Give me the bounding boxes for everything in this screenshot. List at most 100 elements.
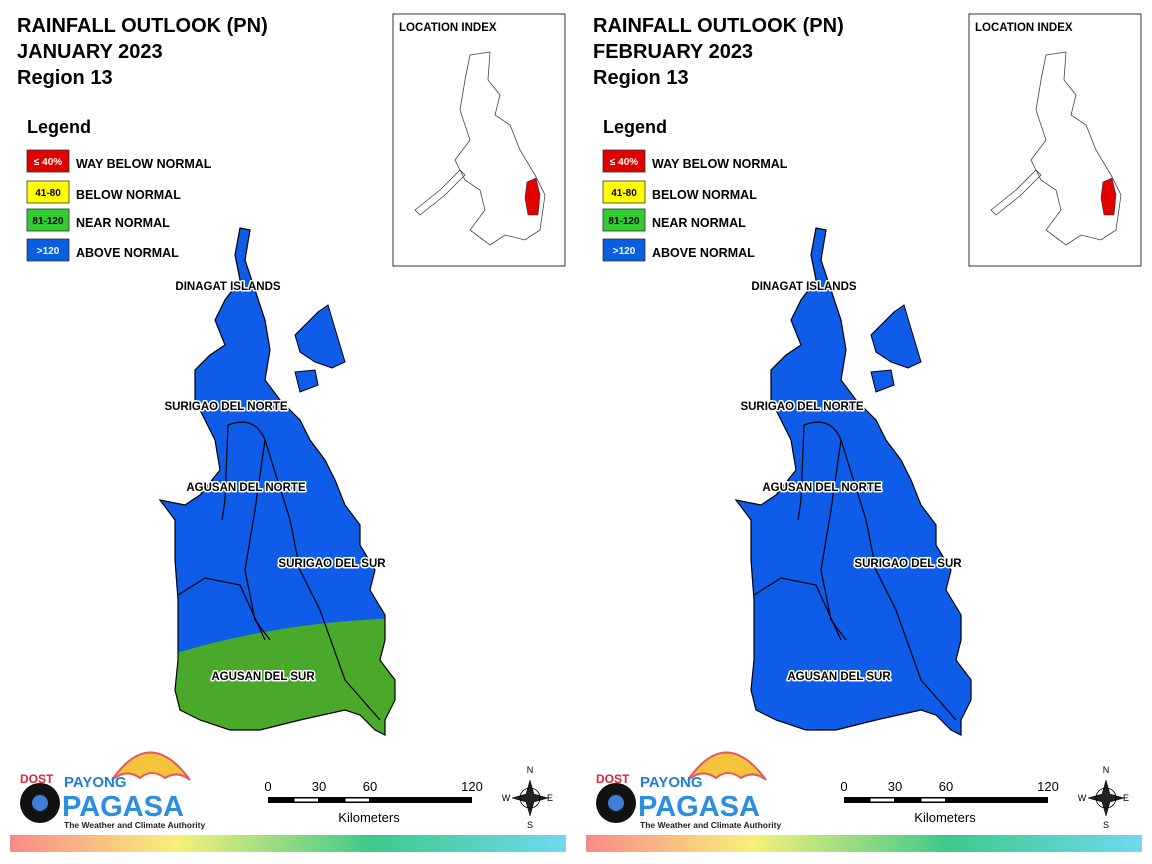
legend-swatch-text: 41-80	[35, 188, 61, 199]
region-label: SURIGAO DEL NORTE	[164, 401, 287, 413]
compass-letter: N	[527, 765, 534, 775]
inset-region	[524, 177, 541, 216]
scale-segment	[294, 798, 318, 802]
compass-letter: W	[502, 793, 511, 803]
scale-unit: Kilometers	[338, 810, 400, 825]
logo-agency: DOST	[20, 772, 54, 786]
compass-ring	[1095, 787, 1117, 809]
scale-bar	[844, 797, 1048, 803]
scale-tick: 120	[1037, 779, 1059, 794]
region-label: AGUSAN DEL SUR	[211, 671, 315, 683]
logo-agency: DOST	[596, 772, 630, 786]
inset-title: LOCATION INDEX	[399, 22, 497, 34]
region-label: DINAGAT ISLANDS	[751, 281, 857, 293]
legend-swatch-text: ≤ 40%	[34, 157, 62, 168]
map-outline	[158, 227, 396, 736]
inset-region	[1100, 177, 1117, 216]
inset-title: LOCATION INDEX	[975, 22, 1073, 34]
legend-swatch	[602, 180, 646, 204]
logo-seal-inner	[608, 795, 624, 811]
scale-tick: 30	[888, 779, 902, 794]
legend-swatch-text: 41-80	[611, 188, 637, 199]
logo-name: PAGASA	[62, 791, 184, 823]
compass-ring	[519, 787, 541, 809]
region-label: DINAGAT ISLANDS	[175, 281, 281, 293]
scale-tick: 60	[939, 779, 953, 794]
logo-tagline: The Weather and Climate Authority	[64, 820, 205, 830]
legend-label: NEAR NORMAL	[652, 216, 746, 230]
scale-tick: 120	[461, 779, 483, 794]
legend-label: ABOVE NORMAL	[76, 246, 179, 260]
scale-tick: 0	[840, 779, 847, 794]
legend-swatch	[26, 149, 70, 173]
compass-letter: N	[1103, 765, 1110, 775]
legend-label: WAY BELOW NORMAL	[652, 157, 788, 171]
region-label: AGUSAN DEL NORTE	[186, 482, 306, 494]
logo-seal-inner	[32, 795, 48, 811]
title-line: Region 13	[593, 67, 689, 89]
map-south	[160, 618, 395, 735]
title-line: JANUARY 2023	[17, 41, 163, 63]
compass-letter: S	[527, 820, 533, 830]
legend-swatch	[602, 208, 646, 232]
scale-tick: 30	[312, 779, 326, 794]
legend-swatch	[26, 208, 70, 232]
region-label: AGUSAN DEL NORTE	[762, 482, 882, 494]
compass-rose	[511, 779, 549, 817]
scale-segment	[921, 798, 945, 802]
scale-segment	[870, 798, 894, 802]
panel: RAINFALL OUTLOOK (PN) FEBRUARY 2023 Region…	[586, 13, 1142, 852]
compass-letter: S	[1103, 820, 1109, 830]
logo-tagline: The Weather and Climate Authority	[640, 820, 781, 830]
logo-top: PAYONG	[64, 774, 127, 791]
region-label: SURIGAO DEL NORTE	[740, 401, 863, 413]
region-map	[736, 228, 971, 735]
panel: RAINFALL OUTLOOK (PN) JANUARY 2023 Region …	[10, 13, 566, 852]
compass-letter: W	[1078, 793, 1087, 803]
logo-umbrella	[111, 751, 191, 781]
legend-swatch	[26, 238, 70, 262]
logo-name: PAGASA	[638, 791, 760, 823]
compass-letter: E	[1123, 793, 1129, 803]
scale-segment	[345, 798, 369, 802]
scale-tick: 0	[264, 779, 271, 794]
color-strip	[586, 835, 1142, 852]
logo-umbrella	[687, 751, 767, 781]
siargao	[294, 304, 346, 393]
legend-swatch	[26, 180, 70, 204]
legend-label: WAY BELOW NORMAL	[76, 157, 212, 171]
compass-rose	[1087, 779, 1125, 817]
scale-unit: Kilometers	[914, 810, 976, 825]
legend-label: ABOVE NORMAL	[652, 246, 755, 260]
title-line: FEBRUARY 2023	[593, 41, 753, 63]
province-boundaries	[177, 421, 381, 721]
title-line: Region 13	[17, 67, 113, 89]
title-line: RAINFALL OUTLOOK (PN)	[593, 15, 844, 37]
legend-label: BELOW NORMAL	[652, 188, 757, 202]
region-label: SURIGAO DEL SUR	[854, 558, 962, 570]
scale-tick: 60	[363, 779, 377, 794]
region-map	[160, 228, 395, 735]
legend-label: NEAR NORMAL	[76, 216, 170, 230]
siargao	[870, 304, 922, 393]
title-line: RAINFALL OUTLOOK (PN)	[17, 15, 268, 37]
legend-swatch-text: ≤ 40%	[610, 157, 638, 168]
legend-label: BELOW NORMAL	[76, 188, 181, 202]
region-label: SURIGAO DEL SUR	[278, 558, 386, 570]
legend-swatch-text: >120	[613, 246, 636, 257]
legend-swatch	[602, 149, 646, 173]
legend-swatch	[602, 238, 646, 262]
legend-swatch-text: 81-120	[608, 216, 640, 227]
inset-country	[990, 51, 1122, 246]
inset-country	[414, 51, 546, 246]
compass-letter: E	[547, 793, 553, 803]
color-strip	[10, 835, 566, 852]
map-south	[736, 618, 971, 735]
logo-top: PAYONG	[640, 774, 703, 791]
region-label: AGUSAN DEL SUR	[787, 671, 891, 683]
legend-swatch-text: >120	[37, 246, 60, 257]
map-outline	[734, 227, 972, 736]
legend-title: Legend	[27, 117, 91, 137]
province-boundaries	[753, 421, 957, 721]
legend-swatch-text: 81-120	[32, 216, 64, 227]
